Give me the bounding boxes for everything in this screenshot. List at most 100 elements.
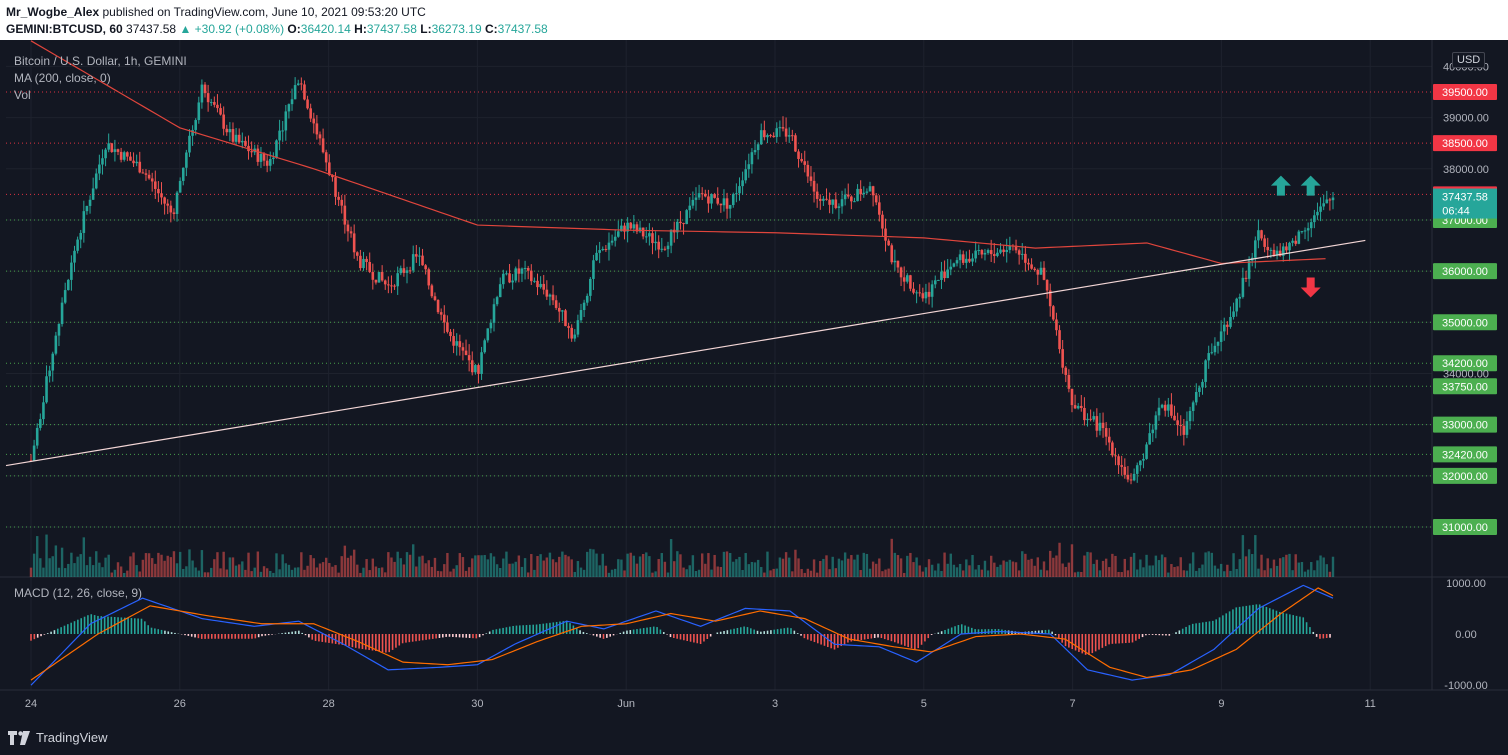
volume-bar: [722, 551, 726, 577]
candle-body: [153, 181, 157, 189]
candle-body: [399, 268, 403, 274]
candle-body: [505, 273, 508, 275]
candle-body: [334, 177, 337, 197]
price-level-label-bg: [1433, 416, 1497, 433]
candle-body: [1201, 381, 1204, 388]
volume-bar: [579, 567, 583, 577]
candle-body: [122, 152, 126, 160]
volume-bar: [673, 561, 676, 577]
volume-bar: [648, 556, 651, 577]
volume-bar: [206, 572, 210, 577]
candle-body: [1114, 455, 1117, 457]
candle-body: [1092, 416, 1096, 420]
volume-bar: [1157, 560, 1161, 577]
candle-body: [1285, 246, 1288, 251]
volume-bar: [203, 572, 207, 577]
volume-bar: [986, 570, 990, 577]
volume-bar: [337, 572, 340, 577]
author-name[interactable]: Mr_Wogbe_Alex: [6, 5, 100, 19]
price-level-label: 38500.00: [1442, 138, 1488, 150]
volume-bar: [1045, 570, 1049, 577]
candle-body: [287, 104, 291, 112]
price-level-label-bg: [1433, 135, 1497, 152]
candle-body: [1213, 345, 1217, 353]
volume-bar: [613, 568, 617, 577]
price-level-label-bg: [1433, 519, 1497, 535]
volume-bar: [172, 551, 176, 577]
candle-body: [250, 151, 253, 153]
volume-bar: [1285, 554, 1288, 577]
volume-bar: [1098, 570, 1102, 577]
candle-body: [362, 258, 365, 269]
volume-bar: [461, 557, 465, 577]
currency-label[interactable]: USD: [1452, 52, 1486, 68]
candle-body: [262, 153, 266, 161]
arrow-down-icon: [1300, 277, 1321, 298]
volume-bar: [60, 547, 64, 577]
volume-bar: [325, 557, 328, 577]
candle-body: [1005, 249, 1009, 253]
volume-bar: [682, 567, 685, 577]
volume-bar: [225, 569, 228, 577]
volume-bar: [744, 553, 747, 577]
volume-bar: [48, 558, 51, 577]
volume-bar: [536, 556, 539, 577]
candle-body: [110, 143, 114, 152]
volume-bar: [1223, 571, 1226, 577]
volume-bar: [219, 568, 222, 577]
volume-bar: [875, 563, 878, 577]
volume-bar: [1198, 568, 1201, 577]
candle-body: [1207, 353, 1211, 361]
volume-bar: [893, 552, 897, 577]
tradingview-logo[interactable]: TradingView: [8, 730, 108, 745]
volume-bar: [185, 566, 188, 577]
volume-bar: [1226, 564, 1229, 577]
candle-body: [843, 194, 847, 200]
volume-bar: [610, 569, 614, 577]
volume-bar: [657, 559, 660, 577]
candle-body: [747, 164, 751, 170]
volume-bar: [1055, 555, 1058, 577]
volume-bar: [1232, 553, 1235, 577]
volume-bar: [825, 555, 828, 577]
price-chart[interactable]: 39500.0038500.0037500.0037000.0036000.00…: [0, 40, 1508, 722]
candle-body: [1070, 388, 1074, 406]
time-axis-tick: 9: [1218, 698, 1224, 710]
volume-bar: [489, 553, 493, 577]
candle-body: [685, 210, 688, 225]
volume-bar: [1263, 570, 1266, 577]
candle-body: [887, 240, 890, 246]
volume-bar: [1297, 562, 1301, 577]
candle-body: [303, 84, 306, 100]
volume-bar: [390, 557, 393, 577]
volume-bar: [1188, 563, 1192, 577]
volume-bar: [1042, 561, 1046, 577]
volume-bar: [530, 554, 533, 577]
candle-body: [411, 254, 415, 271]
volume-bar: [1008, 559, 1012, 577]
volume-bar: [290, 569, 294, 577]
volume-bar: [511, 563, 514, 577]
volume-bar: [129, 556, 132, 577]
volume-bar: [1266, 558, 1269, 577]
volume-bar: [526, 572, 530, 577]
candle-body: [831, 199, 835, 205]
volume-bar: [123, 572, 126, 577]
chart-grid: [0, 40, 1508, 691]
price-change: +30.92 (+0.08%): [194, 22, 285, 36]
volume-bar: [1033, 565, 1036, 577]
volume-bar: [278, 569, 281, 577]
candle-body: [1254, 240, 1257, 258]
chart-legend: Bitcoin / U.S. Dollar, 1h, GEMINI MA (20…: [14, 54, 187, 600]
candle-body: [377, 272, 381, 283]
candle-body: [548, 294, 552, 297]
volume-bar: [1201, 564, 1204, 577]
volume-bar: [651, 572, 654, 577]
volume-bar: [1011, 561, 1015, 577]
volume-bar: [315, 567, 319, 577]
candle-body: [952, 263, 956, 267]
candle-body: [529, 270, 533, 282]
candle-body: [141, 172, 145, 174]
ohlc-line: GEMINI:BTCUSD, 60 37437.58 ▲ +30.92 (+0.…: [6, 22, 548, 36]
candle-body: [197, 102, 201, 121]
